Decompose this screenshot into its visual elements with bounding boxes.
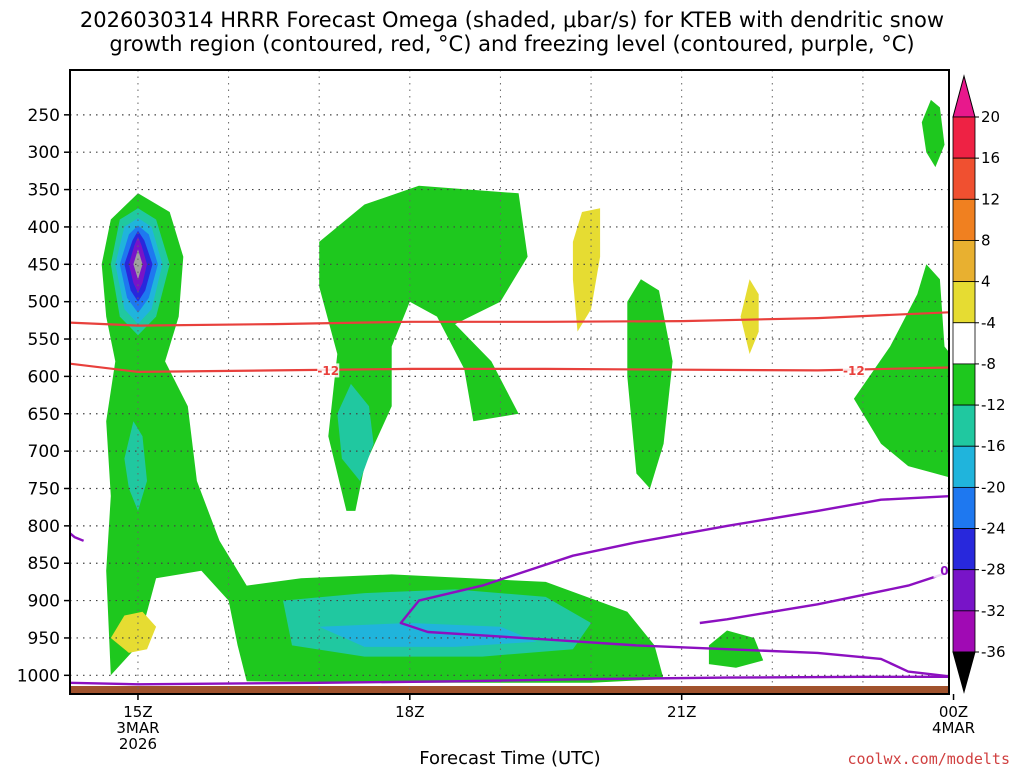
colorbar: 20 16 12 8 4 -4 -8 -12 -16 -20 -24 -28 -32 -36	[952, 74, 1006, 694]
omega-region-7	[124, 421, 147, 511]
omega-region-17	[921, 99, 945, 168]
freezing-line-2	[399, 495, 949, 678]
x-axis-label: Forecast Time (UTC)	[419, 748, 600, 768]
colorbar-band-0	[952, 116, 976, 159]
ground-surface	[70, 686, 949, 694]
omega-region-15	[740, 279, 759, 354]
freezing-edge-line	[70, 532, 85, 542]
plot-frame	[69, 69, 950, 695]
x-tick-label-2-0: 21Z	[667, 703, 696, 721]
dgz-label-2: -12	[843, 364, 865, 378]
y-tick-label-14: 950	[28, 629, 60, 649]
colorbar-band-1	[952, 157, 976, 200]
y-tick-label-7: 600	[28, 367, 60, 387]
omega-region-10	[110, 611, 157, 653]
colorbar-label-8: -16	[981, 437, 1006, 455]
x-tick-label-3-0: 00Z	[939, 703, 968, 721]
colorbar-band-4	[952, 281, 976, 324]
x-axis: 15Z3MAR202618Z21Z00Z4MAR03Z06Z	[116, 694, 975, 753]
colorbar-top-arrow	[952, 74, 976, 118]
omega-region-18	[853, 264, 949, 478]
omega-region-9	[319, 623, 537, 647]
chart-title: 2026030314 HRRR Forecast Omega (shaded, …	[80, 8, 944, 56]
colorbar-label-2: 12	[981, 190, 1000, 208]
colorbar-bottom-arrow	[952, 651, 976, 694]
omega-region-14	[627, 279, 673, 489]
x-tick-label-0-2: 2026	[119, 735, 157, 753]
colorbar-label-7: -12	[981, 396, 1006, 414]
freezing-label-0: 0	[940, 564, 948, 578]
y-tick-label-9: 700	[28, 442, 60, 462]
x-tick-label-1-0: 18Z	[395, 703, 424, 721]
y-tick-label-0: 250	[28, 106, 60, 126]
credit-text: coolwx.com/modelts	[847, 750, 1010, 768]
y-tick-label-1: 300	[28, 143, 60, 163]
y-tick-label-3: 400	[28, 218, 60, 238]
y-tick-label-13: 900	[28, 592, 60, 612]
colorbar-band-10	[952, 528, 976, 571]
colorbar-band-11	[952, 569, 976, 612]
dgz-line-0	[70, 311, 949, 327]
y-tick-label-11: 800	[28, 517, 60, 537]
omega-region-12	[337, 383, 374, 481]
colorbar-band-5	[952, 322, 976, 365]
omega-shading	[101, 99, 1024, 683]
dgz-label-1-bg	[317, 363, 340, 378]
colorbar-label-3: 8	[981, 231, 991, 249]
omega-region-13	[572, 208, 601, 332]
y-tick-label-10: 750	[28, 479, 60, 499]
colorbar-label-1: 16	[981, 149, 1000, 167]
colorbar-band-7	[952, 404, 976, 447]
colorbar-label-4: 4	[981, 273, 991, 291]
colorbar-label-10: -24	[981, 520, 1006, 538]
colorbar-band-8	[952, 445, 976, 488]
colorbar-band-12	[952, 610, 976, 653]
y-tick-label-12: 850	[28, 554, 60, 574]
colorbar-label-11: -28	[981, 561, 1006, 579]
freezing-line-0	[699, 570, 949, 625]
chart-title-line-2: growth region (contoured, red, °C) and f…	[109, 32, 914, 56]
omega-region-19	[1017, 111, 1024, 175]
y-tick-label-8: 650	[28, 405, 60, 425]
x-tick-label-0-0: 15Z	[123, 703, 152, 721]
colorbar-label-6: -8	[981, 355, 996, 373]
dgz-label-1: -12	[317, 364, 339, 378]
freezing-line-1	[70, 675, 949, 686]
x-tick-label-3-1: 4MAR	[932, 719, 975, 737]
y-tick-label-4: 450	[28, 255, 60, 275]
colorbar-band-9	[952, 486, 976, 529]
y-tick-label-5: 500	[28, 293, 60, 313]
contour-lines: -12-12000	[70, 311, 949, 686]
colorbar-label-5: -4	[981, 314, 996, 332]
chart-title-line-1: 2026030314 HRRR Forecast Omega (shaded, …	[80, 8, 944, 32]
colorbar-label-0: 20	[981, 108, 1000, 126]
y-tick-label-6: 550	[28, 330, 60, 350]
y-tick-label-2: 350	[28, 181, 60, 201]
colorbar-label-13: -36	[981, 643, 1006, 661]
colorbar-band-3	[952, 240, 976, 283]
freezing-label-0-bg	[933, 563, 949, 578]
grid-lines	[70, 70, 949, 694]
colorbar-band-6	[952, 363, 976, 406]
y-axis: 250 300 350 400 450 500 550 600 650 700 750 800 850 9…	[17, 106, 70, 686]
colorbar-label-12: -32	[981, 602, 1006, 620]
colorbar-label-9: -20	[981, 478, 1006, 496]
omega-region-6	[133, 249, 143, 280]
dgz-label-2-bg	[842, 363, 865, 378]
x-tick-label-0-1: 3MAR	[116, 719, 159, 737]
y-tick-label-15: 1000	[17, 666, 60, 686]
colorbar-band-2	[952, 198, 976, 241]
